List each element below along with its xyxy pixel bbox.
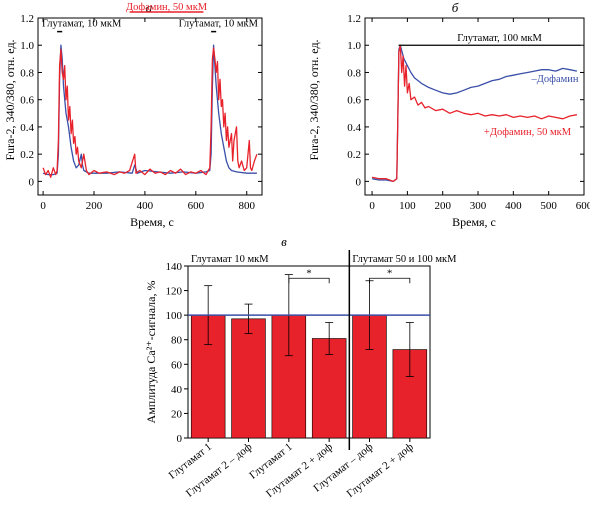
x-tick-label: 200 xyxy=(86,200,103,212)
y-tick-label: 0.2 xyxy=(20,149,34,161)
significance-star-2: * xyxy=(387,267,393,279)
panel-a-series xyxy=(42,44,258,178)
y-tick-label: 1.2 xyxy=(347,13,361,25)
bar-2 xyxy=(231,318,266,439)
panel-v-annotations: Глутамат 10 мкМ Глутамат 50 и 100 мкМ * * xyxy=(188,250,457,450)
x-tick-label: 0 xyxy=(40,200,46,212)
y-tick-label: 120 xyxy=(166,286,183,298)
panel-a-axes: 0 200 400 600 800 0 0.2 0.4 0.6 0.8 1.0 1.2 xyxy=(20,13,263,212)
panel-a-letter: а xyxy=(146,0,153,15)
glutamate-2-label: Глутамат, 10 мкМ xyxy=(179,19,259,30)
plus-dopamine-label: +Дофамин, 50 мкМ xyxy=(484,127,572,138)
panel-b-line-chart: б 0 100 200 300 400 500 600 0 0.2 0.4 0.6 0.8 1.0 1.2… xyxy=(307,0,590,229)
y-tick-label: 140 xyxy=(166,261,183,273)
y-tick-label: 0.6 xyxy=(347,95,361,107)
x-tick-label: 300 xyxy=(470,200,487,212)
y-tick-label: 0.4 xyxy=(20,122,34,134)
y-tick-label: 80 xyxy=(171,335,183,347)
panel-b-y-axis-label: Fura-2, 340/380, отн. ед. xyxy=(307,39,321,160)
x-tick-label: 200 xyxy=(434,200,451,212)
bar-4 xyxy=(311,338,347,439)
panel-b-series xyxy=(371,44,578,183)
y-tick-label: 1.2 xyxy=(20,13,34,25)
glutamate-1-label: Глутамат, 10 мкМ xyxy=(42,19,122,30)
dopamine-label: Дофамин, 50 мкМ xyxy=(126,2,208,13)
y-tick-label: 100 xyxy=(166,310,183,322)
panel-b-letter: б xyxy=(452,0,459,15)
panel-b-annotations: Глутамат, 100 мкМ –Дофамин +Дофамин, 50 мк… xyxy=(398,33,581,138)
group-label-10: Глутамат 10 мкМ xyxy=(191,254,269,265)
panel-a-series-line-blue xyxy=(42,44,257,176)
x-tick-label: 0 xyxy=(369,200,375,212)
x-tick-label: 800 xyxy=(238,200,255,212)
panel-a-line-chart: а 0 200 400 600 800 0 0.2 0.4 0.6 0.8 1.0 1.2 Глута… xyxy=(3,0,263,229)
glutamate-label: Глутамат, 100 мкМ xyxy=(457,33,542,44)
x-tick-label: 600 xyxy=(576,200,590,212)
y-tick-label: 0.4 xyxy=(347,122,361,134)
x-tick-label: 400 xyxy=(137,200,154,212)
y-tick-label: 0 xyxy=(356,176,362,188)
y-tick-label: 0 xyxy=(29,176,35,188)
y-tick-label: 0.8 xyxy=(347,67,361,79)
panel-v-letter: в xyxy=(281,234,287,249)
x-tick-label: 500 xyxy=(540,200,557,212)
y-tick-label: 1.0 xyxy=(20,40,34,52)
panel-a-plot-frame xyxy=(37,17,263,196)
y-tick-label: 60 xyxy=(171,359,183,371)
y-tick-label: 0 xyxy=(177,433,183,445)
panel-v-y-axis-label: Амплитуда Ca²⁺-сигнала, % xyxy=(144,281,158,424)
x-tick-label: 600 xyxy=(188,200,205,212)
y-tick-label: 0.2 xyxy=(347,149,361,161)
y-tick-label: 40 xyxy=(171,384,183,396)
x-tick-label: 100 xyxy=(399,200,416,212)
panel-v-plot-frame xyxy=(187,265,431,439)
panel-a-annotations: Глутамат, 10 мкМ Глутамат, 10 мкМ Дофамин,… xyxy=(42,2,259,33)
group-label-50-100: Глутамат 50 и 100 мкМ xyxy=(352,254,457,265)
panel-b-x-axis-label: Время, с xyxy=(452,215,496,229)
x-tick-label: 400 xyxy=(505,200,522,212)
panel-b-series-line-red xyxy=(371,44,578,183)
panel-b-plot-frame xyxy=(364,17,585,196)
panel-b-axes: 0 100 200 300 400 500 600 0 0.2 0.4 0.6 0.8 1.0 1.2 xyxy=(347,13,590,212)
significance-bracket-2 xyxy=(369,277,411,284)
y-tick-label: 20 xyxy=(171,408,183,420)
y-tick-label: 0.6 xyxy=(20,95,34,107)
y-tick-label: 1.0 xyxy=(347,40,361,52)
significance-bracket-1 xyxy=(288,277,330,284)
panel-a-x-axis-label: Время, с xyxy=(130,215,174,229)
significance-star-1: * xyxy=(306,267,312,279)
minus-dopamine-label: –Дофамин xyxy=(531,74,579,85)
y-tick-label: 0.8 xyxy=(20,67,34,79)
panel-v-bars xyxy=(190,274,428,439)
panel-a-y-axis-label: Fura-2, 340/380, отн. ед. xyxy=(3,39,17,160)
panel-a-series-line-red xyxy=(42,47,258,178)
